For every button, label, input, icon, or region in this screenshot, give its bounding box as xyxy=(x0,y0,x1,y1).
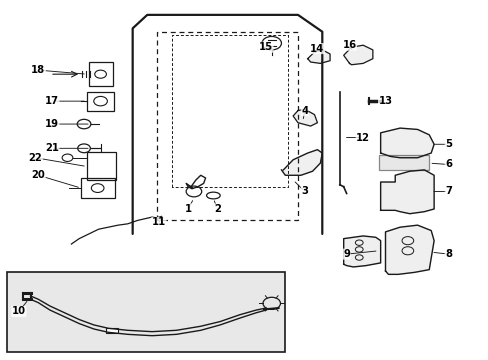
Bar xyxy=(378,155,428,170)
Text: 20: 20 xyxy=(31,170,45,180)
Polygon shape xyxy=(380,170,433,214)
Polygon shape xyxy=(343,236,380,267)
Polygon shape xyxy=(380,128,433,158)
Text: 9: 9 xyxy=(343,249,349,259)
Bar xyxy=(87,92,114,111)
Polygon shape xyxy=(292,109,317,126)
Bar xyxy=(87,152,116,180)
Bar xyxy=(106,328,118,333)
Text: 7: 7 xyxy=(445,186,451,197)
Text: 2: 2 xyxy=(213,204,220,214)
Text: 22: 22 xyxy=(28,153,42,163)
Polygon shape xyxy=(281,150,322,175)
Text: 6: 6 xyxy=(444,159,451,170)
Polygon shape xyxy=(307,50,329,63)
Text: 15: 15 xyxy=(258,42,272,52)
Text: 19: 19 xyxy=(45,119,59,129)
Polygon shape xyxy=(385,225,433,274)
Bar xyxy=(81,178,115,198)
Text: 14: 14 xyxy=(310,44,324,54)
Polygon shape xyxy=(343,45,372,65)
FancyBboxPatch shape xyxy=(7,272,285,352)
Text: 12: 12 xyxy=(355,132,369,143)
Text: 17: 17 xyxy=(45,96,59,106)
Text: 5: 5 xyxy=(444,139,451,149)
Text: 18: 18 xyxy=(31,65,45,75)
Text: 3: 3 xyxy=(301,186,307,197)
Text: 16: 16 xyxy=(342,40,356,50)
Text: 13: 13 xyxy=(378,96,392,106)
Text: 21: 21 xyxy=(45,143,59,153)
Text: 10: 10 xyxy=(12,306,26,316)
Text: 11: 11 xyxy=(151,217,166,228)
Text: 4: 4 xyxy=(301,105,308,116)
Text: 1: 1 xyxy=(184,204,191,214)
Bar xyxy=(89,62,113,86)
Text: 8: 8 xyxy=(444,249,451,259)
